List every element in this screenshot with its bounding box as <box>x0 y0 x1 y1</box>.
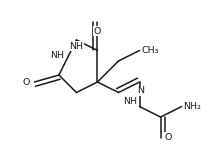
Text: N: N <box>137 86 144 95</box>
Text: NH: NH <box>123 97 137 106</box>
Text: NH₂: NH₂ <box>183 102 201 111</box>
Text: O: O <box>23 78 30 87</box>
Text: NH: NH <box>70 42 83 51</box>
Text: O: O <box>94 27 101 36</box>
Text: NH: NH <box>50 51 64 60</box>
Text: O: O <box>165 133 172 142</box>
Text: CH₃: CH₃ <box>141 46 159 55</box>
